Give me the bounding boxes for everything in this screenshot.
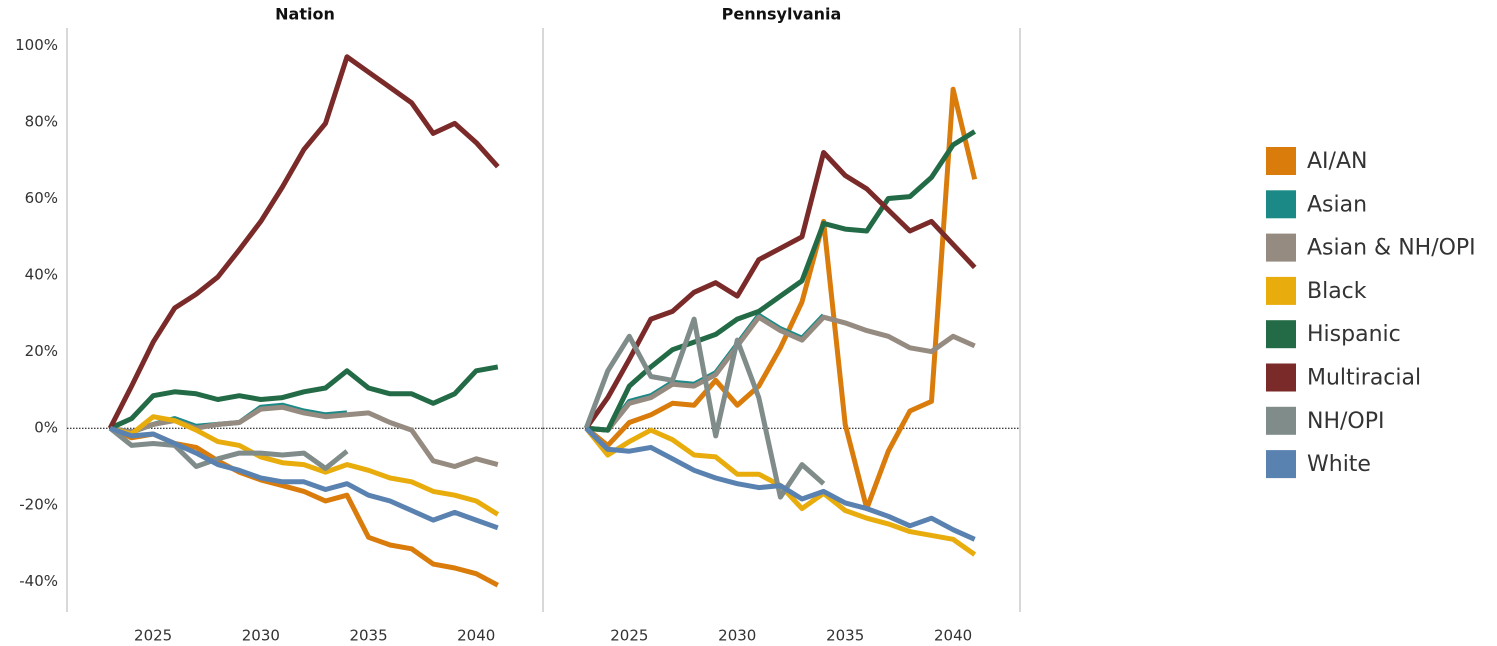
y-tick-label: 0% bbox=[34, 419, 58, 437]
y-tick-label: 60% bbox=[25, 189, 58, 207]
legend-swatch bbox=[1266, 276, 1296, 305]
y-tick-label: 20% bbox=[25, 342, 58, 360]
y-tick-label: 100% bbox=[15, 36, 58, 54]
y-tick-label: -20% bbox=[19, 495, 58, 513]
legend-swatch bbox=[1266, 320, 1296, 349]
legend-label: AI/AN bbox=[1307, 149, 1367, 174]
x-tick-label: 2025 bbox=[610, 627, 648, 645]
series-line: Hispanic bbox=[109, 364, 499, 431]
legend-swatch bbox=[1266, 363, 1296, 392]
x-tick-label: 2040 bbox=[457, 627, 495, 645]
series-line: Hispanic bbox=[585, 129, 977, 433]
series-line: Asian & NH/OPI bbox=[585, 314, 976, 433]
chart-title: Nation bbox=[275, 5, 335, 24]
legend-label: Asian bbox=[1307, 192, 1367, 217]
legend-label: Hispanic bbox=[1307, 322, 1401, 347]
legend-label: Multiracial bbox=[1307, 366, 1421, 391]
x-tick-label: 2035 bbox=[826, 627, 864, 645]
legend-swatch bbox=[1266, 450, 1296, 479]
series-line: Multiracial bbox=[107, 54, 500, 430]
series-line: Multiracial bbox=[584, 150, 977, 430]
x-tick-label: 2025 bbox=[134, 627, 172, 645]
legend-label: Asian & NH/OPI bbox=[1307, 236, 1476, 261]
chart-title: Pennsylvania bbox=[722, 5, 842, 24]
y-tick-label: 40% bbox=[25, 266, 58, 284]
series-line: AI/AN bbox=[584, 86, 978, 512]
y-tick-label: -40% bbox=[19, 572, 58, 590]
series-line: White bbox=[584, 426, 976, 542]
series-line: Black bbox=[109, 414, 500, 517]
series-line: NH/OPI bbox=[108, 426, 349, 471]
legend-label: NH/OPI bbox=[1307, 409, 1384, 434]
series-line: NH/OPI bbox=[583, 316, 826, 500]
legend-swatch bbox=[1266, 233, 1296, 262]
legend-swatch bbox=[1266, 147, 1296, 175]
legend-label: Black bbox=[1307, 279, 1367, 304]
series-line: Asian & NH/OPI bbox=[109, 404, 499, 469]
legend-label: White bbox=[1307, 452, 1371, 477]
x-tick-label: 2035 bbox=[349, 627, 387, 645]
x-tick-label: 2030 bbox=[242, 627, 280, 645]
y-tick-label: 80% bbox=[25, 112, 58, 130]
legend-swatch bbox=[1266, 190, 1296, 219]
series-line: White bbox=[109, 425, 499, 531]
x-tick-label: 2040 bbox=[934, 627, 972, 645]
x-tick-label: 2030 bbox=[718, 627, 756, 645]
legend-swatch bbox=[1266, 406, 1296, 435]
